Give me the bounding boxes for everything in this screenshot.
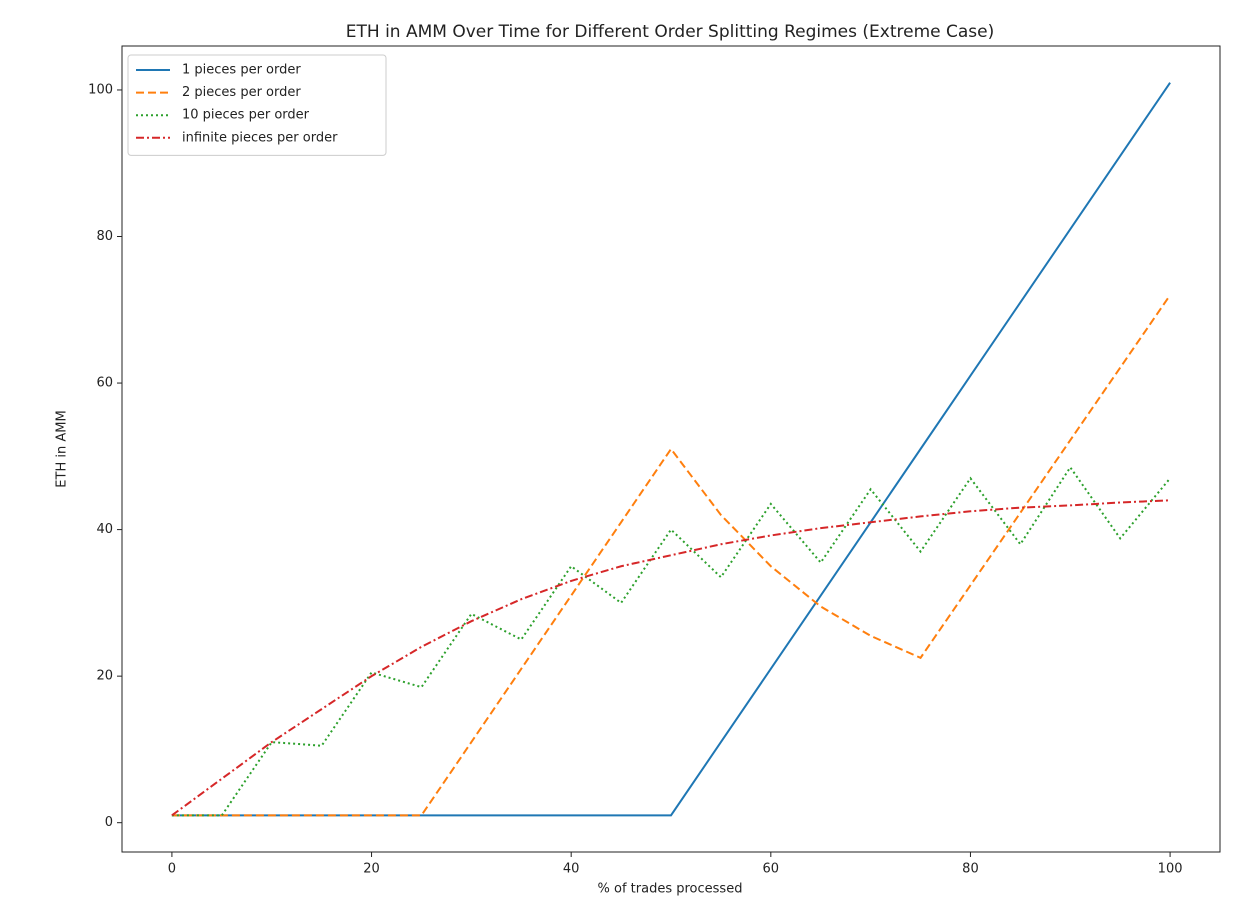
y-tick-label: 80 — [96, 229, 113, 244]
x-tick-label: 40 — [563, 862, 580, 877]
series-line — [171, 465, 1171, 817]
x-tick-label: 20 — [363, 862, 380, 877]
y-tick-label: 40 — [96, 522, 113, 537]
y-tick-label: 0 — [105, 815, 113, 830]
chart-title: ETH in AMM Over Time for Different Order… — [346, 22, 994, 42]
y-axis-label: ETH in AMM — [55, 410, 70, 487]
series-line — [171, 82, 1171, 817]
legend-box — [127, 54, 387, 156]
legend-label: 10 pieces per order — [182, 108, 310, 123]
legend-label: 1 pieces per order — [182, 63, 301, 78]
series-line — [171, 499, 1171, 817]
series-line — [171, 294, 1171, 817]
y-tick-label: 100 — [88, 82, 113, 97]
x-tick-label: 100 — [1158, 862, 1183, 877]
legend-label: infinite pieces per order — [182, 130, 338, 145]
x-tick-label: 60 — [763, 862, 780, 877]
y-tick-label: 60 — [96, 376, 113, 391]
x-tick-label: 80 — [962, 862, 979, 877]
y-tick-label: 20 — [96, 669, 113, 684]
x-axis-label: % of trades processed — [598, 882, 743, 897]
x-tick-label: 0 — [168, 862, 176, 877]
legend-label: 2 pieces per order — [182, 85, 301, 100]
plot-frame — [121, 45, 1221, 853]
